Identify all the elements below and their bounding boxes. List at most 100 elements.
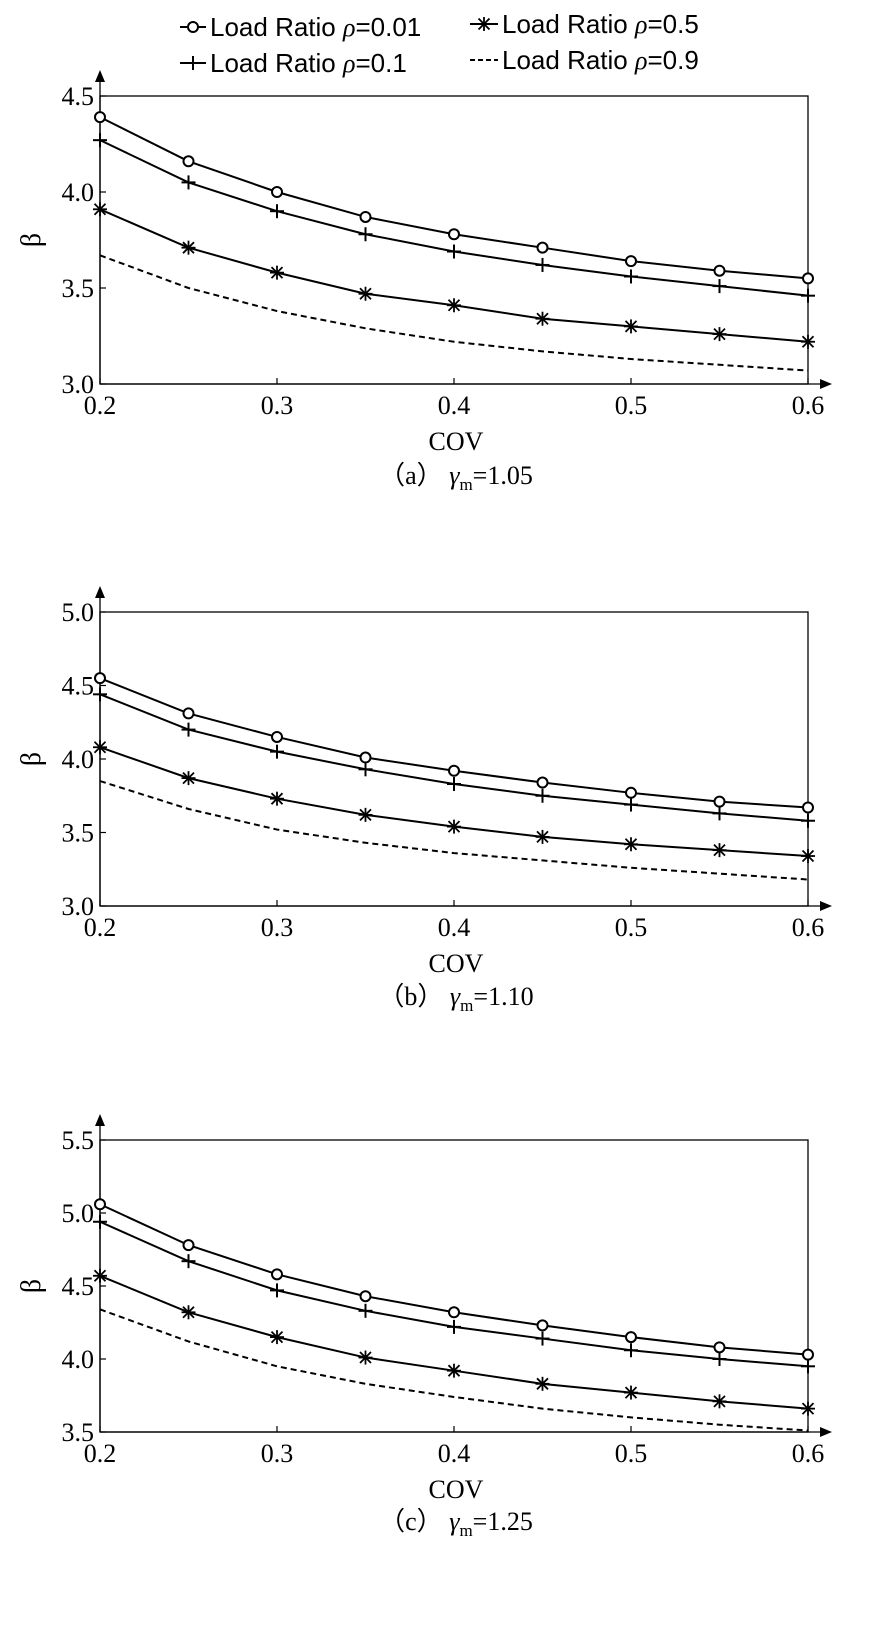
series-3: [93, 740, 815, 864]
data-point: [801, 813, 815, 828]
y-axis-label: β: [16, 752, 47, 766]
data-point: [624, 1343, 638, 1358]
x-tick-label: 0.3: [261, 913, 294, 942]
caption-value: =1.05: [473, 461, 533, 490]
data-point: [535, 829, 550, 844]
legend-label-value: =0.5: [647, 9, 698, 39]
data-point: [358, 762, 373, 777]
data-point-d2: [447, 299, 461, 312]
x-tick-label: 0.4: [438, 391, 471, 420]
y-tick-label: 5.0: [62, 598, 95, 627]
series-line: [99, 139, 809, 297]
legend-label-value: =0.01: [355, 12, 421, 42]
legend-label-value: =0.1: [355, 48, 406, 78]
data-point: [93, 1268, 107, 1283]
data-point: [801, 334, 815, 349]
data-point: [182, 1239, 195, 1252]
series-2: [93, 1214, 815, 1374]
y-axis-arrow-icon: [95, 70, 105, 82]
series-line: [99, 254, 809, 372]
y-tick-label: 5.5: [62, 1126, 95, 1155]
series-line: [99, 1308, 809, 1432]
data-point: [94, 672, 106, 685]
caption-label: （c）: [379, 1507, 449, 1536]
data-point: [93, 1214, 107, 1229]
data-point: [448, 1306, 460, 1319]
data-point: [625, 786, 637, 799]
x-tick-label: 0.6: [792, 913, 825, 942]
series-line: [99, 780, 809, 881]
legend-label-value: =0.9: [647, 45, 698, 75]
data-point: [359, 751, 372, 764]
data-point-d2: [801, 335, 815, 348]
data-point: [182, 155, 195, 168]
series-1: [94, 111, 814, 285]
data-point: [447, 1363, 461, 1378]
data-point-d2: [270, 1330, 284, 1344]
data-point-d2: [270, 792, 284, 805]
x-tick-label: 0.2: [84, 913, 117, 942]
data-point: [359, 210, 372, 223]
legend-label-text: Load Ratio: [502, 45, 635, 75]
data-point-d2: [359, 808, 372, 821]
data-point: [270, 204, 284, 219]
data-point-d2: [447, 820, 461, 833]
y-axis-label: β: [16, 233, 47, 247]
data-point: [801, 288, 815, 303]
y-tick-label: 3.0: [62, 892, 95, 921]
data-point: [712, 1394, 727, 1409]
data-point: [712, 806, 727, 821]
data-point: [271, 730, 283, 743]
legend-label-symbol: ρ: [634, 46, 647, 75]
data-point: [712, 1352, 727, 1366]
y-tick-label: 3.5: [62, 819, 95, 848]
data-point: [713, 1341, 726, 1354]
caption-label: （a）: [379, 461, 449, 490]
data-point-d2: [93, 203, 107, 216]
y-axis-arrow-icon: [95, 586, 105, 598]
caption-subscript: m: [459, 475, 472, 494]
caption-subscript: m: [460, 996, 473, 1015]
chart-panel-b: 0.2 0.3 0.4 0.5 0.6 3.0 3.5 4.0 4.5 5.0 COV β （b） γm…: [16, 586, 832, 1015]
data-point: [358, 1350, 373, 1365]
data-point: [270, 1330, 284, 1345]
plot-frame: [99, 611, 809, 907]
x-tick-label: 0.4: [438, 1439, 471, 1468]
data-point: [270, 744, 284, 759]
series-3: [93, 1268, 815, 1416]
legend-label-r05: Load Ratio ρ=0.5: [502, 9, 699, 39]
data-point-d2: [624, 320, 638, 333]
legend-label-symbol: ρ: [342, 13, 355, 42]
caption-gamma: γ: [449, 461, 460, 490]
data-point: [94, 111, 106, 124]
x-tick-label: 0.3: [261, 391, 294, 420]
data-point: [270, 791, 284, 806]
data-point: [447, 819, 461, 834]
legend-label-text: Load Ratio: [502, 9, 635, 39]
data-point: [182, 707, 195, 720]
data-point-d2: [713, 327, 726, 341]
data-point-d2: [801, 849, 815, 863]
x-axis-arrow-icon: [820, 901, 832, 911]
data-point: [448, 228, 460, 241]
data-point: [271, 186, 283, 198]
data-point: [713, 795, 726, 808]
series-1: [94, 672, 814, 814]
y-tick-label: 4.0: [62, 1345, 95, 1374]
y-tick-label: 3.0: [62, 370, 95, 399]
data-point: [358, 227, 373, 242]
x-tick-label: 0.2: [84, 1439, 117, 1468]
series-2: [93, 687, 815, 828]
chart-panel-a: 0.2 0.3 0.4 0.5 0.6 3.0 3.5 4.0 4.5 COV β （a） γm=1.…: [16, 70, 832, 494]
data-point: [624, 1385, 638, 1400]
data-point: [801, 1359, 815, 1374]
data-point: [447, 244, 461, 259]
data-point: [181, 771, 196, 786]
y-axis-arrow-icon: [95, 1114, 105, 1126]
x-tick-label: 0.4: [438, 913, 471, 942]
series-2: [93, 133, 815, 303]
legend-marker-r001: [187, 21, 199, 33]
